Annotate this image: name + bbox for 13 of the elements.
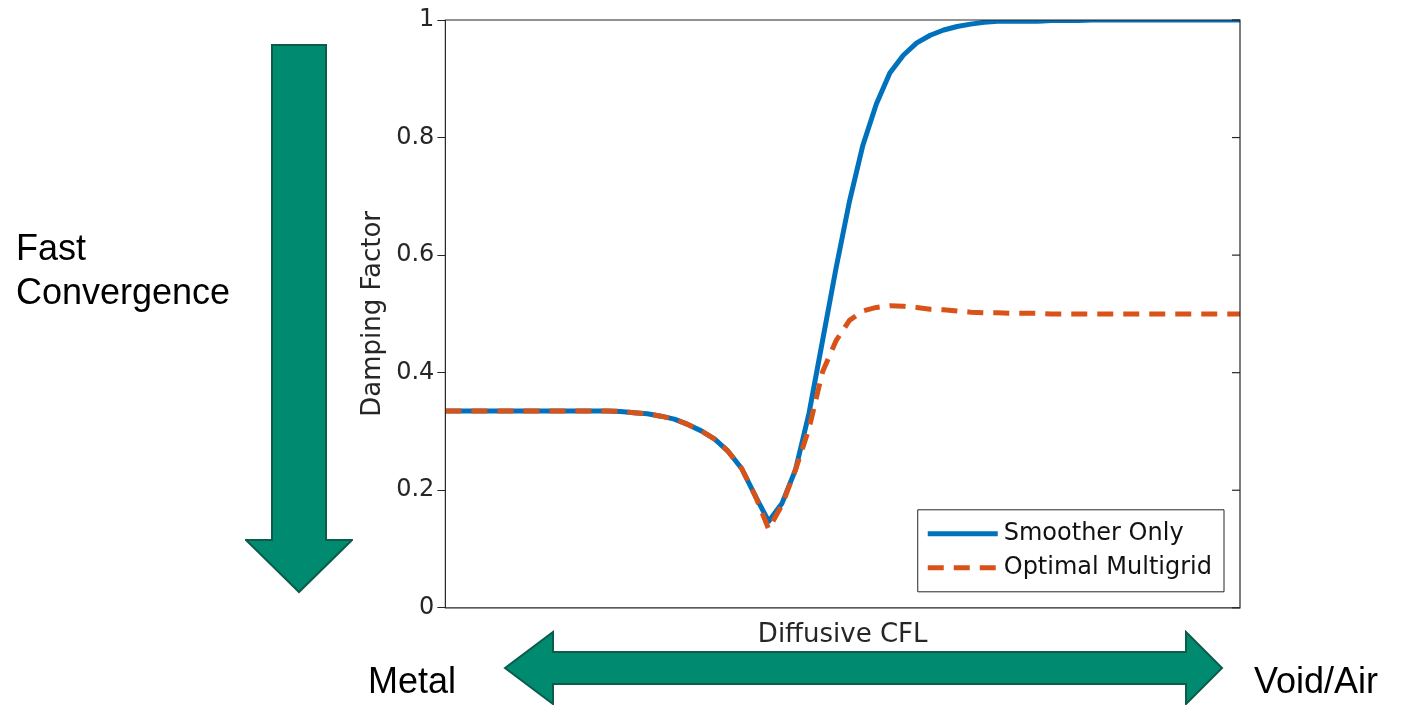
text: Fast Convergence	[16, 226, 232, 314]
text: Metal	[368, 660, 457, 702]
y-tick-label: 1	[419, 4, 435, 33]
y-axis-title: Damping Factor	[356, 210, 387, 417]
legend-label: Smoother Only	[1003, 518, 1184, 547]
y-tick-label: 0.4	[396, 356, 435, 385]
text: Void/Air	[1254, 660, 1379, 702]
y-tick-label: 0	[419, 592, 435, 621]
x-axis-title: Diffusive CFL	[757, 618, 929, 649]
y-tick-label: 0.2	[396, 474, 435, 503]
y-tick-label: 0.6	[396, 239, 435, 268]
legend-label: Optimal Multigrid	[1003, 552, 1213, 581]
y-tick-label: 0.8	[396, 121, 435, 150]
